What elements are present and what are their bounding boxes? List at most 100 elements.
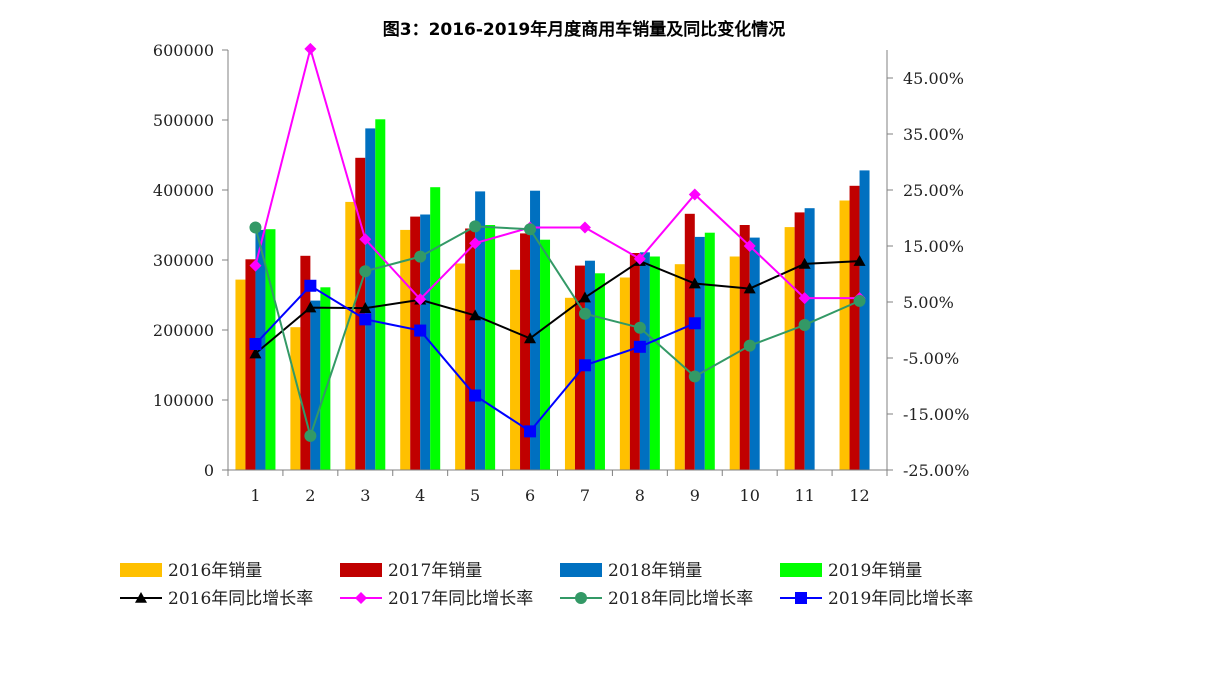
- data-point: [249, 338, 262, 350]
- series-line: [254, 225, 860, 440]
- bar: [455, 263, 466, 470]
- y2-tick-label: -5.00%: [903, 349, 959, 368]
- legend-swatch: [780, 563, 822, 577]
- y-tick-label: 200000: [153, 321, 214, 340]
- data-point: [688, 370, 701, 383]
- legend-label: 2016年销量: [168, 561, 262, 581]
- bar: [794, 212, 805, 470]
- data-point: [469, 309, 482, 321]
- chart-title: 图3：2016-2019年月度商用车销量及同比变化情况: [383, 19, 786, 40]
- bar: [629, 253, 640, 470]
- data-point: [359, 313, 372, 326]
- data-point: [688, 317, 701, 330]
- data-point: [743, 282, 756, 294]
- legend-label: 2016年同比增长率: [168, 589, 313, 609]
- data-point: [578, 359, 591, 372]
- bar: [420, 214, 431, 470]
- data-point: [743, 240, 756, 252]
- x-tick-label: 5: [470, 486, 480, 505]
- bar: [245, 259, 256, 470]
- x-tick-label: 8: [635, 486, 645, 505]
- bar: [400, 229, 411, 470]
- x-tick-label: 7: [580, 486, 590, 505]
- y-tick-label: 600000: [153, 41, 214, 60]
- data-point: [853, 255, 866, 266]
- data-point: [633, 252, 646, 265]
- bar: [639, 252, 650, 470]
- x-tick-label: 11: [794, 486, 814, 505]
- bar: [619, 277, 630, 470]
- line-layer: [249, 42, 866, 442]
- bar: [530, 190, 541, 470]
- bar: [235, 279, 246, 470]
- data-point: [633, 340, 646, 353]
- series-line: [254, 45, 860, 301]
- data-point: [798, 292, 811, 305]
- bar: [784, 227, 795, 470]
- data-point: [578, 307, 591, 320]
- y-tick-label: 400000: [153, 181, 214, 200]
- data-point: [853, 294, 866, 307]
- legend-label: 2019年同比增长率: [828, 589, 973, 609]
- data-point: [414, 293, 427, 306]
- y2-tick-label: -25.00%: [903, 461, 969, 480]
- y2-tick-label: -15.00%: [903, 405, 969, 424]
- bar: [485, 225, 496, 470]
- legend: 2016年销量 2017年销量 2018年销量 2019年销量 2016年同比增长率 20…: [120, 561, 973, 609]
- x-tick-label: 1: [250, 486, 260, 505]
- legend-swatch: [560, 563, 602, 577]
- data-point: [304, 279, 317, 292]
- data-point: [524, 332, 537, 344]
- data-point: [414, 324, 427, 337]
- data-point: [578, 291, 591, 303]
- y-tick-label: 500000: [153, 111, 214, 130]
- bar: [475, 191, 486, 470]
- bar: [410, 216, 421, 470]
- bar: [684, 213, 695, 471]
- legend-label: 2019年销量: [828, 561, 922, 581]
- x-tick-label: 12: [849, 486, 869, 505]
- data-point: [469, 220, 482, 233]
- legend-marker: [795, 592, 807, 604]
- bar: [430, 187, 441, 470]
- bar: [540, 239, 551, 470]
- data-point: [304, 429, 317, 442]
- data-point: [469, 237, 482, 250]
- data-point: [304, 42, 317, 55]
- legend-label: 2017年销量: [388, 561, 482, 581]
- bar: [320, 287, 331, 470]
- x-tick-label: 9: [690, 486, 700, 505]
- bar: [375, 119, 386, 471]
- data-point: [633, 321, 646, 334]
- legend-marker: [575, 592, 587, 604]
- y-tick-label: 100000: [153, 391, 214, 410]
- legend-swatch: [120, 563, 162, 577]
- bar: [300, 255, 311, 470]
- data-point: [469, 389, 482, 402]
- legend-label: 2018年销量: [608, 561, 702, 581]
- bar: [520, 233, 531, 470]
- bar: [365, 128, 376, 470]
- bar: [839, 200, 850, 470]
- bar: [290, 327, 301, 470]
- x-tick-label: 10: [740, 486, 760, 505]
- data-point: [743, 339, 756, 352]
- data-point: [359, 233, 372, 246]
- y2-tick-label: 35.00%: [903, 125, 964, 144]
- data-point: [798, 257, 811, 269]
- bar: [729, 256, 740, 470]
- legend-marker: [355, 592, 367, 604]
- data-point: [359, 265, 372, 278]
- data-point: [304, 301, 317, 313]
- bar: [310, 300, 321, 470]
- bar: [804, 208, 815, 470]
- x-tick-label: 3: [360, 486, 370, 505]
- legend-label: 2017年同比增长率: [388, 589, 533, 609]
- y2-tick-label: 25.00%: [903, 181, 964, 200]
- data-point: [798, 318, 811, 331]
- data-point: [524, 223, 537, 236]
- data-point: [414, 250, 427, 263]
- x-tick-label: 2: [305, 486, 315, 505]
- bar: [674, 264, 685, 470]
